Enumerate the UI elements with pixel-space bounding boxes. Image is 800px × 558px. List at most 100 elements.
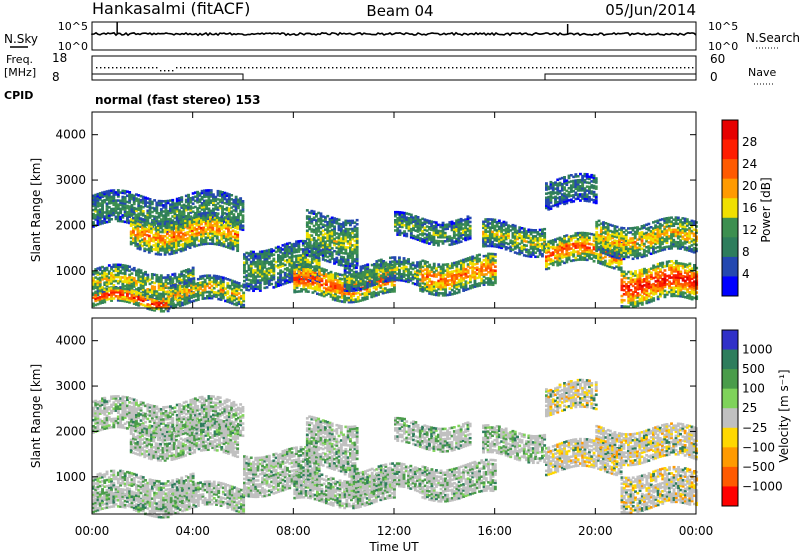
heatmap-cell	[460, 240, 463, 243]
heatmap-cell	[149, 296, 152, 299]
nave-point	[580, 67, 581, 68]
nave-point	[648, 67, 649, 68]
nave-point	[304, 67, 305, 68]
nave-point	[692, 67, 693, 68]
heatmap-cell	[236, 219, 239, 222]
mode-label: normal (fast stereo) 153	[95, 93, 261, 107]
heatmap-cell	[270, 283, 273, 286]
heatmap-cell	[333, 225, 336, 228]
heatmap-cell	[230, 194, 233, 197]
noise-sky-line	[92, 33, 696, 35]
nave-point	[544, 67, 545, 68]
nave-point	[420, 67, 421, 68]
nave-point	[364, 67, 365, 68]
heatmap-cell	[221, 205, 224, 208]
nave-point	[136, 67, 137, 68]
heatmap-cell	[335, 257, 338, 260]
heatmap-cell	[325, 269, 328, 272]
nave-point	[400, 67, 401, 68]
heatmap-cell	[308, 226, 311, 229]
heatmap-cell	[426, 261, 429, 264]
heatmap-cell	[494, 259, 497, 262]
nave-point	[196, 67, 197, 68]
heatmap-cell	[310, 234, 313, 237]
nave-point	[336, 67, 337, 68]
freq-left-tick-top: 18	[52, 51, 67, 65]
nave-point	[300, 67, 301, 68]
nave-point	[620, 67, 621, 68]
nave-point	[628, 67, 629, 68]
date-title: 05/Jun/2014	[605, 1, 696, 19]
nave-point	[496, 67, 497, 68]
heatmap-cell	[313, 237, 316, 240]
nave-point	[260, 67, 261, 68]
noise-left-label: N.Sky	[4, 32, 38, 46]
freq-left-label-line1: Freq.	[6, 53, 33, 66]
nave-point	[632, 67, 633, 68]
heatmap-cell	[356, 227, 359, 230]
heatmap-cell	[306, 209, 309, 212]
nave-point	[312, 67, 313, 68]
nave-point	[512, 67, 513, 68]
nave-point	[616, 67, 617, 68]
nave-point	[668, 67, 669, 68]
nave-point	[672, 67, 673, 68]
heatmap-cell	[236, 231, 239, 234]
nave-point	[108, 67, 109, 68]
heatmap-cell	[494, 265, 497, 268]
nave-point	[500, 67, 501, 68]
heatmap-cell	[99, 290, 102, 293]
nave-point	[432, 67, 433, 68]
nave-point	[228, 67, 229, 68]
heatmap-cell	[153, 199, 156, 202]
nave-point	[176, 67, 177, 68]
heatmap-cell	[142, 210, 145, 213]
nave-point	[316, 67, 317, 68]
heatmap-cell	[428, 264, 431, 267]
heatmap-cell	[494, 253, 497, 256]
nave-point	[656, 67, 657, 68]
heatmap-cell	[534, 252, 537, 255]
heatmap-cell	[216, 213, 219, 216]
nave-point	[664, 67, 665, 68]
nave-point	[444, 67, 445, 68]
nave-point	[132, 67, 133, 68]
heatmap-cell	[117, 287, 120, 290]
nave-point	[340, 67, 341, 68]
nave-point	[324, 67, 325, 68]
heatmap-cell	[110, 218, 113, 221]
heatmap-cell	[309, 264, 312, 267]
heatmap-cell	[405, 233, 408, 236]
heatmap-cell	[155, 274, 158, 277]
nave-point	[436, 67, 437, 68]
heatmap-cell	[272, 254, 275, 257]
heatmap-cell	[356, 223, 359, 226]
nave-point	[404, 67, 405, 68]
heatmap-cell	[493, 219, 496, 222]
nave-point	[468, 67, 469, 68]
heatmap-cell	[469, 221, 472, 224]
nave-point	[276, 67, 277, 68]
nave-point	[456, 67, 457, 68]
nave-point	[104, 67, 105, 68]
noise-trace	[92, 22, 696, 35]
nave-point	[548, 67, 549, 68]
nave-point	[552, 67, 553, 68]
heatmap-cell	[494, 270, 497, 273]
nave-point	[368, 67, 369, 68]
heatmap-cell	[458, 289, 461, 292]
heatmap-cell	[242, 292, 245, 295]
heatmap-cell	[356, 219, 359, 222]
nave-point	[556, 67, 557, 68]
heatmap-cell	[393, 284, 396, 287]
power-heatmap	[92, 173, 698, 313]
heatmap-cell	[171, 199, 174, 202]
heatmap-cell	[330, 271, 333, 274]
heatmap-cell	[223, 231, 226, 234]
beam-title: Beam 04	[366, 2, 433, 20]
nave-point	[372, 67, 373, 68]
heatmap-cell	[239, 197, 242, 200]
nave-point	[380, 67, 381, 68]
freq-right-tick-top: 60	[710, 52, 725, 66]
